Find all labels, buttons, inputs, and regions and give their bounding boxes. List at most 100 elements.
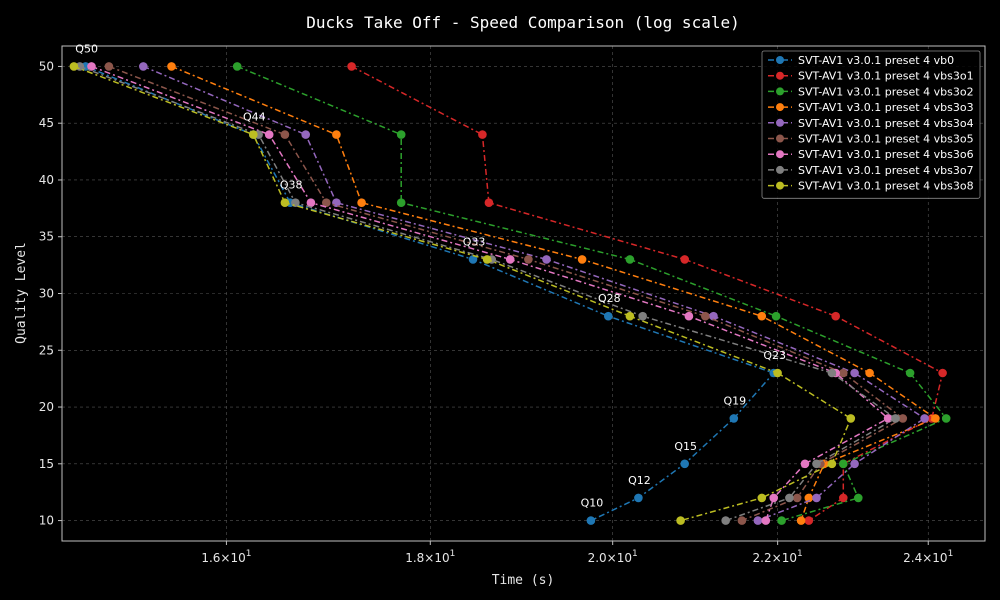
- data-point: [676, 516, 685, 525]
- legend-label: SVT-AV1 v3.0.1 preset 4 vbs3o4: [798, 117, 974, 130]
- series-line: [236, 65, 948, 522]
- series-line: [85, 65, 776, 522]
- quality-annotation: Q23: [763, 349, 786, 362]
- data-point: [800, 459, 810, 469]
- quality-annotation: Q12: [628, 474, 651, 487]
- data-point: [701, 311, 710, 321]
- data-point: [931, 414, 940, 423]
- legend: SVT-AV1 v3.0.1 preset 4 vb0 SVT-AV1 v3.0.…: [761, 50, 981, 199]
- data-point: [484, 198, 494, 207]
- data-point: [306, 198, 316, 207]
- data-point: [604, 311, 613, 321]
- data-point: [69, 62, 79, 71]
- series-4: [139, 62, 929, 525]
- legend-label: SVT-AV1 v3.0.1 preset 4 vbs3o6: [798, 148, 974, 161]
- legend-entry: SVT-AV1 v3.0.1 preset 4 vbs3o4: [768, 117, 974, 130]
- data-point: [396, 198, 406, 207]
- series-8: [69, 62, 856, 525]
- data-point: [757, 311, 767, 321]
- x-tick-base: 10: [932, 551, 947, 565]
- data-point: [769, 493, 778, 503]
- data-point: [804, 493, 814, 503]
- data-point: [850, 368, 859, 378]
- data-point: [905, 368, 915, 378]
- data-point: [280, 130, 290, 139]
- x-tick-mantissa: 2.0×: [588, 551, 617, 565]
- data-point: [761, 516, 771, 525]
- legend-swatch-marker: [776, 118, 784, 127]
- data-point: [468, 255, 478, 264]
- y-tick-label: 35: [39, 230, 54, 244]
- data-point: [357, 198, 366, 207]
- legend-swatch-marker: [776, 56, 784, 64]
- data-point: [792, 493, 802, 503]
- legend-swatch-marker: [776, 165, 784, 174]
- x-tick-base: 10: [230, 551, 245, 565]
- quality-annotation: Q50: [75, 42, 98, 55]
- data-point: [753, 516, 763, 525]
- data-point: [524, 255, 533, 264]
- data-point: [87, 62, 96, 71]
- data-point: [898, 414, 908, 423]
- quality-annotation: Q33: [463, 235, 486, 248]
- series-layer: [69, 62, 951, 525]
- legend-label: SVT-AV1 v3.0.1 preset 4 vbs3o8: [798, 180, 974, 193]
- y-tick-label: 50: [39, 59, 54, 73]
- y-tick-label: 25: [39, 343, 54, 357]
- data-point: [577, 255, 587, 264]
- legend-swatch-marker: [776, 181, 784, 190]
- data-point: [865, 368, 874, 378]
- data-point: [322, 198, 331, 207]
- data-point: [478, 130, 487, 139]
- data-point: [482, 255, 492, 264]
- x-tick-label: 2.0×101: [588, 549, 638, 565]
- series-2: [232, 62, 951, 525]
- y-tick-label: 40: [39, 173, 54, 187]
- data-point: [812, 459, 821, 469]
- data-point: [634, 493, 643, 503]
- data-point: [891, 414, 900, 423]
- legend-label: SVT-AV1 v3.0.1 preset 4 vb0: [798, 54, 954, 67]
- quality-annotation: Q10: [581, 497, 604, 510]
- quality-annotation: Q15: [674, 440, 697, 453]
- y-tick-label: 15: [39, 457, 54, 471]
- data-point: [167, 62, 176, 71]
- legend-swatch-marker: [776, 71, 784, 80]
- data-point: [139, 62, 148, 71]
- x-axis-ticks: 1.6×101 1.8×101 2.0×101 2.2×101 2.4×101: [201, 541, 953, 565]
- data-point: [920, 414, 929, 423]
- y-tick-label: 10: [39, 514, 54, 528]
- legend-entry: SVT-AV1 v3.0.1 preset 4 vbs3o5: [768, 133, 974, 146]
- legend-entry: SVT-AV1 v3.0.1 preset 4 vbs3o2: [768, 85, 974, 98]
- x-tick-base: 10: [782, 551, 797, 565]
- data-point: [804, 516, 814, 525]
- x-tick-exponent: 1: [797, 549, 803, 559]
- data-point: [249, 130, 258, 139]
- data-point: [839, 493, 848, 503]
- x-tick-mantissa: 1.6×: [201, 551, 230, 565]
- x-tick-exponent: 1: [450, 549, 456, 559]
- data-point: [542, 255, 551, 264]
- legend-swatch-marker: [776, 87, 784, 96]
- y-tick-label: 20: [39, 400, 54, 414]
- legend-label: SVT-AV1 v3.0.1 preset 4 vbs3o2: [798, 85, 974, 98]
- series-line: [91, 65, 890, 521]
- y-tick-label: 30: [39, 287, 54, 301]
- data-point: [347, 62, 356, 71]
- x-tick-mantissa: 2.4×: [903, 551, 932, 565]
- series-5: [104, 62, 908, 525]
- data-point: [827, 368, 837, 378]
- data-point: [771, 311, 781, 321]
- x-tick-mantissa: 1.8×: [405, 551, 434, 565]
- data-point: [280, 198, 290, 207]
- data-point: [839, 368, 848, 378]
- x-tick-label: 1.8×101: [405, 549, 455, 565]
- series-3: [167, 62, 940, 525]
- data-point: [854, 493, 863, 503]
- data-point: [680, 459, 689, 469]
- x-tick-label: 1.6×101: [201, 549, 251, 565]
- data-point: [396, 130, 406, 139]
- x-tick-exponent: 1: [948, 549, 954, 559]
- y-tick-label: 45: [39, 116, 54, 130]
- data-point: [332, 130, 341, 139]
